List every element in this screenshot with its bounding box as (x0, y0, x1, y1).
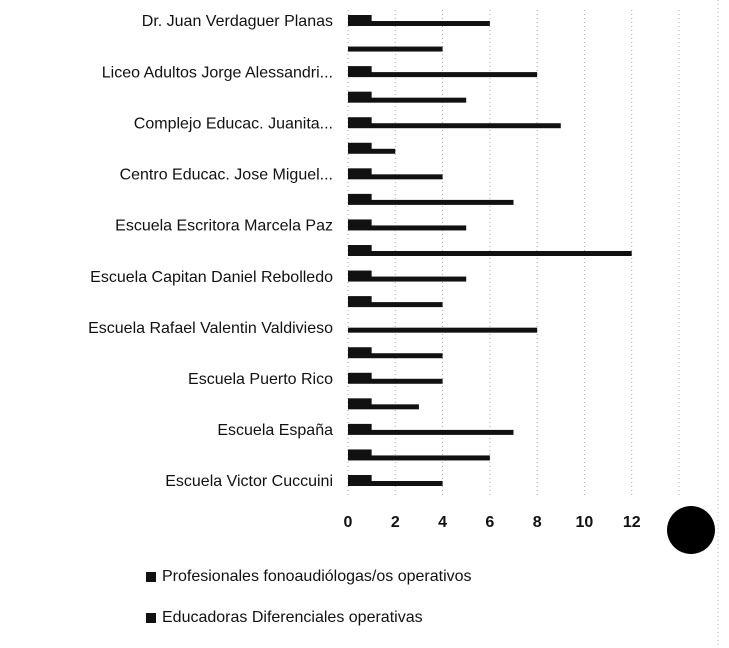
bar (348, 245, 372, 252)
bar (348, 123, 561, 129)
bar (348, 270, 372, 278)
bar (348, 21, 490, 26)
x-tick-label: 0 (344, 514, 353, 531)
bar (348, 199, 514, 205)
bar (348, 66, 372, 74)
bar (348, 276, 467, 282)
bar (348, 398, 372, 406)
y-tick-label: Escuela Rafael Valentin Valdivieso (88, 320, 333, 337)
bar (348, 15, 372, 22)
bar (348, 142, 372, 150)
bar (348, 378, 443, 384)
bar (348, 302, 443, 308)
x-tick-label: 2 (391, 514, 400, 531)
y-tick-label: Centro Educac. Jose Miguel... (120, 167, 333, 184)
bar (348, 219, 372, 227)
bar (348, 404, 419, 410)
x-tick-label: 4 (438, 514, 447, 531)
bar (348, 296, 372, 304)
y-tick-label: Escuela Capitan Daniel Rebolledo (90, 269, 333, 286)
legend-label: Educadoras Diferenciales operativas (162, 609, 423, 626)
legend-label: Profesionales fonoaudiólogas/os operativ… (162, 568, 472, 585)
bar (348, 449, 372, 457)
bar (348, 423, 372, 431)
y-tick-label: Liceo Adultos Jorge Alessandri... (102, 64, 333, 81)
y-tick-label: Escuela Escritora Marcela Paz (115, 218, 333, 235)
bar (348, 148, 396, 154)
legend-swatch (146, 613, 156, 623)
y-tick-label: Escuela Puerto Rico (188, 371, 333, 388)
bar (348, 225, 467, 231)
bar (348, 72, 538, 78)
x-tick-label: 10 (576, 514, 594, 531)
bar (348, 429, 514, 435)
bar (348, 372, 372, 380)
x-tick-label: 6 (485, 514, 494, 531)
bar (348, 353, 443, 359)
x-tick-label: 12 (623, 514, 641, 531)
bar (348, 481, 443, 486)
y-tick-label: Escuela Victor Cuccuini (165, 473, 333, 490)
bar (348, 193, 372, 201)
bar (348, 168, 372, 176)
bar (348, 475, 372, 482)
bar (348, 91, 372, 99)
bar (348, 117, 372, 125)
x-tick-label: 8 (533, 514, 542, 531)
bar (348, 46, 443, 52)
bar (348, 251, 632, 256)
legend-swatch (146, 572, 156, 582)
bar (348, 455, 490, 461)
bar (348, 174, 443, 180)
bar (348, 327, 538, 333)
y-tick-label: Escuela España (217, 422, 333, 439)
y-tick-label: Complejo Educac. Juanita... (134, 115, 333, 132)
scan-blot (667, 506, 715, 554)
y-tick-label: Dr. Juan Verdaguer Planas (142, 13, 333, 30)
bar (348, 347, 372, 355)
bar (348, 97, 467, 103)
